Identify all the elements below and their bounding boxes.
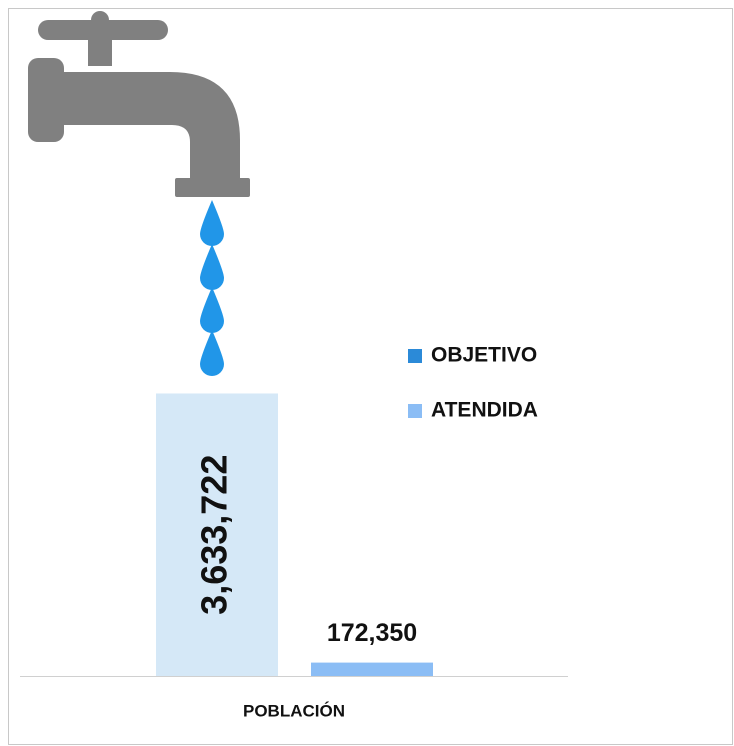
legend-swatch [408,349,422,363]
x-tick-label: POBLACIÓN [243,701,345,720]
legend-label: ATENDIDA [431,399,538,422]
bar [311,662,433,676]
faucet-icon [28,11,250,197]
data-label: 172,350 [327,619,417,647]
water-drops [200,200,224,376]
bar [156,393,278,676]
legend-swatch [408,404,422,418]
legend-label: OBJETIVO [431,344,537,367]
chart-frame [8,8,733,745]
data-label: 3,633,722 [194,455,235,615]
